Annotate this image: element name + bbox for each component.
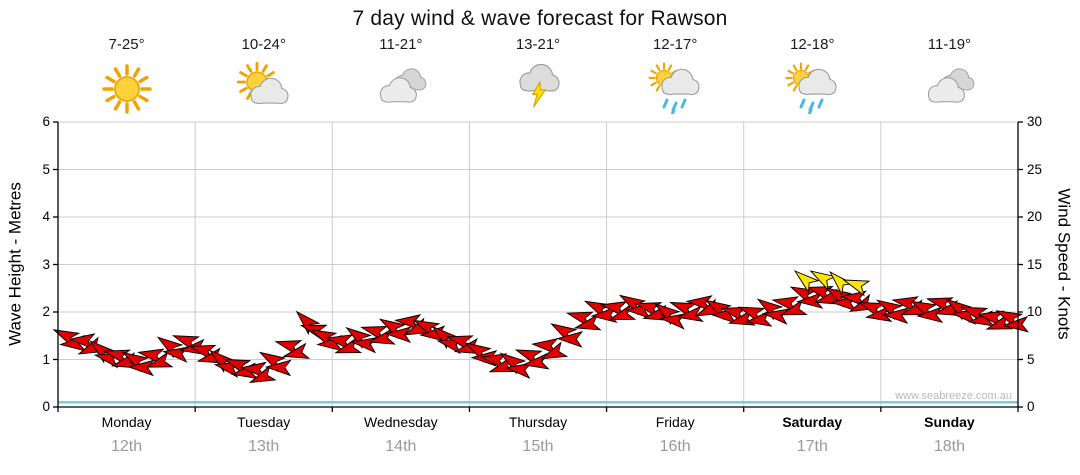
day-temp-label: 10-24° xyxy=(241,36,286,53)
wind-arrow xyxy=(522,352,550,370)
wind-arrow xyxy=(909,300,938,320)
day-temp-label: 12-18° xyxy=(790,36,835,53)
day-name-label: Saturday xyxy=(782,414,843,430)
wind-arrow xyxy=(393,314,422,331)
sunny-icon xyxy=(100,62,154,114)
day-name-label: Thursday xyxy=(508,414,568,430)
day-name-label: Wednesday xyxy=(364,414,438,430)
partly-cloudy-icon xyxy=(236,61,291,114)
wind-arrow xyxy=(248,364,277,384)
wind-axis-tick-label: 15 xyxy=(1027,256,1043,272)
wind-arrow xyxy=(608,303,637,321)
wind-arrow xyxy=(52,329,81,349)
day-temp-label: 12-17° xyxy=(652,36,698,53)
wind-arrow xyxy=(590,306,618,324)
day-date-label: 12th xyxy=(110,438,143,455)
wind-arrow xyxy=(685,295,713,312)
sun-showers-icon xyxy=(648,62,702,119)
wave-axis-tick-label: 0 xyxy=(42,399,50,414)
arrow-layer xyxy=(52,270,1029,384)
wave-axis-tick-label: 6 xyxy=(42,114,50,129)
wave-axis-tick-label: 4 xyxy=(42,209,50,224)
wind-arrow xyxy=(550,323,578,344)
wind-arrow xyxy=(676,305,704,323)
wind-arrow xyxy=(145,351,174,368)
wind-arrow xyxy=(239,361,267,379)
day-name-label: Friday xyxy=(655,414,695,430)
wind-arrow xyxy=(464,342,492,363)
wind-arrow xyxy=(744,310,773,327)
wind-arrow xyxy=(264,359,292,377)
day-date-label: 17th xyxy=(796,438,828,455)
wind-arrow xyxy=(881,307,909,325)
wind-arrow xyxy=(68,333,96,350)
sun-showers-icon xyxy=(785,62,839,119)
wind-arrow xyxy=(796,292,824,309)
wind-arrow xyxy=(121,351,149,373)
wind-arrow xyxy=(995,310,1024,330)
wind-arrow xyxy=(282,342,311,359)
watermark: www.seabreeze.com.au xyxy=(895,390,1012,402)
axes-layer xyxy=(53,121,1023,412)
day-date-label: 18th xyxy=(933,438,965,455)
wind-axis-tick-label: 25 xyxy=(1027,161,1043,177)
thunderstorm-icon xyxy=(511,62,565,114)
wind-arrow xyxy=(779,299,808,316)
wind-arrow xyxy=(916,306,944,324)
day-name-label: Tuesday xyxy=(237,414,291,430)
wind-arrow xyxy=(762,308,790,325)
cloudy-icon xyxy=(374,62,428,114)
wind-arrow xyxy=(875,299,904,321)
day-date-label: 16th xyxy=(659,438,691,455)
wind-axis-tick-label: 30 xyxy=(1027,114,1043,129)
wind-arrow xyxy=(540,341,569,360)
day-temp-label: 7-25° xyxy=(108,36,145,53)
wind-arrow xyxy=(378,318,407,340)
day-temp-label: 11-21° xyxy=(379,36,423,53)
wave-axis-tick-label: 1 xyxy=(42,351,50,367)
wind-axis-tick-label: 0 xyxy=(1027,399,1035,414)
cloudy-icon xyxy=(922,62,976,114)
wind-arrow xyxy=(842,279,871,297)
wind-axis-title: Wind Speed - Knots xyxy=(1054,188,1074,340)
day-name-label: Sunday xyxy=(924,414,975,430)
wind-axis-tick-label: 20 xyxy=(1027,209,1043,224)
wind-arrow xyxy=(809,270,837,291)
page-title: 7 day wind & wave forecast for Rawson xyxy=(352,7,728,30)
wind-arrow xyxy=(1001,315,1029,333)
day-temp-label: 13-21° xyxy=(515,36,561,53)
wind-arrow xyxy=(556,331,584,348)
wind-axis-tick-label: 5 xyxy=(1027,351,1035,367)
wave-axis-tick-label: 5 xyxy=(42,161,50,177)
wind-arrow xyxy=(573,314,602,331)
wind-arrow xyxy=(412,319,441,339)
wind-arrow xyxy=(793,270,820,294)
wave-axis-title: Wave Height - Metres xyxy=(5,182,25,346)
wind-axis-tick-label: 10 xyxy=(1027,304,1043,319)
wind-arrow xyxy=(704,299,732,321)
day-date-label: 13th xyxy=(248,438,280,455)
day-name-label: Monday xyxy=(101,414,152,430)
wind-arrow xyxy=(127,359,155,377)
day-date-label: 14th xyxy=(385,438,417,455)
wind-arrow xyxy=(258,351,287,373)
wave-axis-tick-label: 3 xyxy=(42,256,50,272)
wind-arrow xyxy=(531,337,559,355)
day-date-label: 15th xyxy=(522,438,554,455)
day-temp-label: 11-19° xyxy=(927,36,972,53)
wind-arrow xyxy=(618,294,647,316)
wave-axis-tick-label: 2 xyxy=(42,304,50,319)
